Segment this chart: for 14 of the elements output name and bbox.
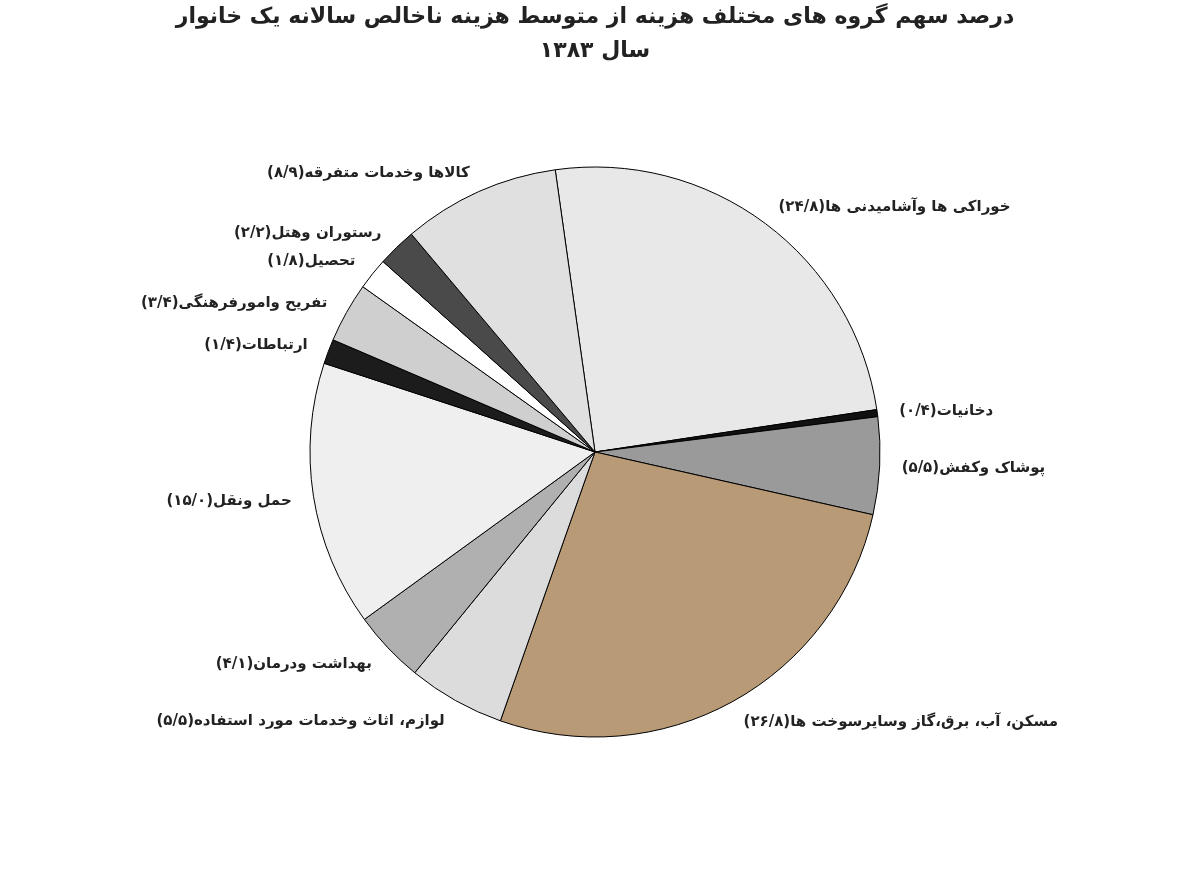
chart-title: درصد سهم گروه های مختلف هزینه از متوسط هزینه ناخالص سالانه یک خانوار <box>174 2 1015 29</box>
slice-label: (۸/۹)کالاها وخدمات متفرقه <box>267 162 471 181</box>
slice-label: (۵/۵)لوازم، اثاث وخدمات مورد استفاده <box>156 710 445 729</box>
slice-label: (۰/۴)دخانیات <box>899 401 994 420</box>
slice-label: (۲۴/۸)خوراکی ها وآشامیدنی ها <box>778 196 1011 215</box>
chart-subtitle: سال ۱۳۸۳ <box>539 37 651 62</box>
slice-label: (۲/۲)رستوران وهتل <box>233 222 382 241</box>
slice-label: (۱/۴)ارتباطات <box>204 334 308 353</box>
slice-label: (۳/۴)تفریح وامورفرهنگی <box>141 292 328 311</box>
slice-label: (۴/۱)بهداشت ودرمان <box>215 653 372 672</box>
slice-label: (۱۵/۰)حمل ونقل <box>166 490 292 509</box>
slice-label: (۱/۸)تحصیل <box>267 251 356 270</box>
slice-label: (۵/۵)پوشاک وکفش <box>901 458 1046 477</box>
slice-label: (۲۶/۸)مسکن، آب، برق،گاز وسایرسوخت ها <box>743 711 1059 730</box>
